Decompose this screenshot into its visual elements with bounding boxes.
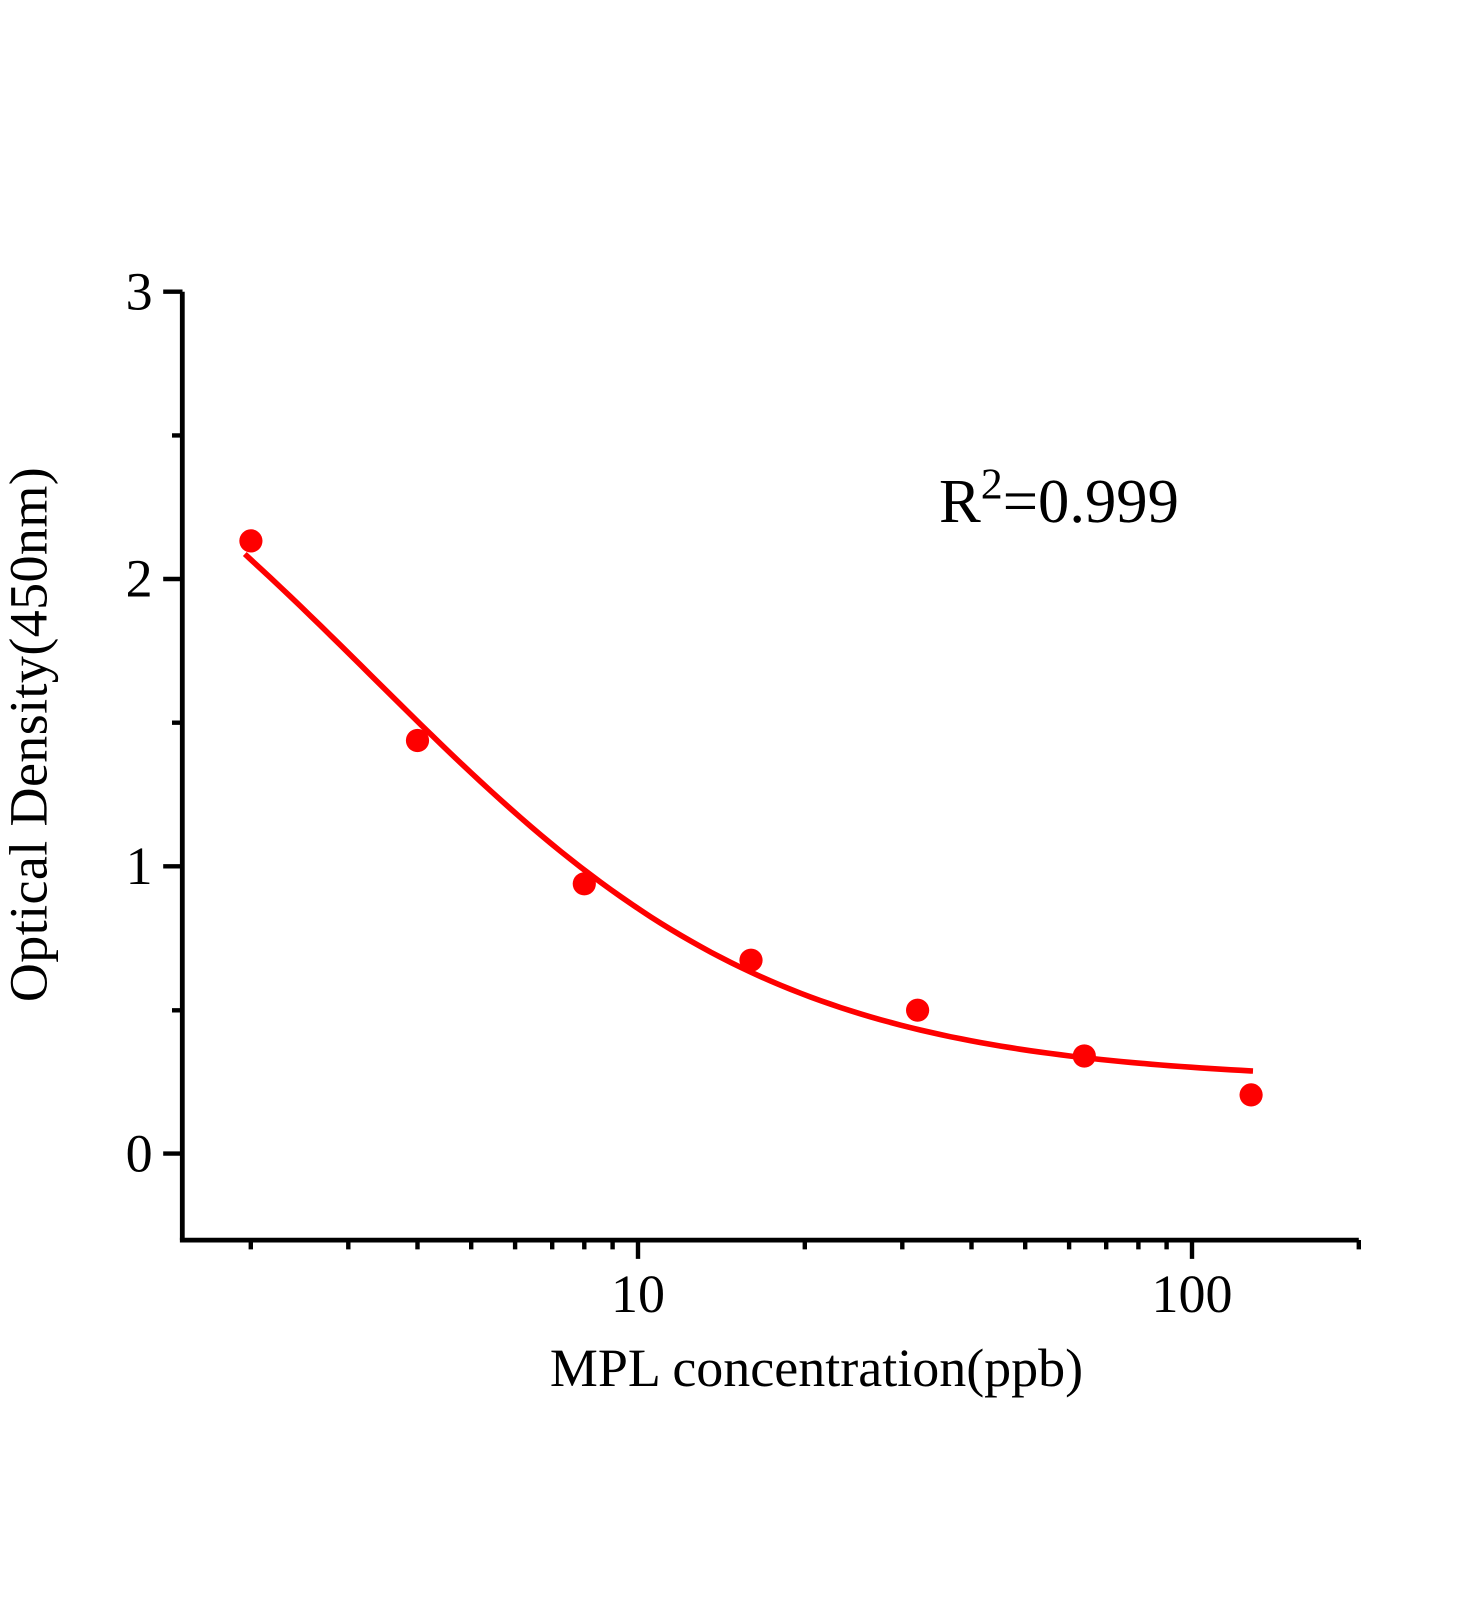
svg-text:2: 2 [126,549,153,609]
svg-text:1: 1 [126,836,153,896]
svg-text:Optical Density(450nm): Optical Density(450nm) [0,467,59,1002]
svg-text:100: 100 [1152,1264,1233,1324]
svg-text:0: 0 [126,1123,153,1183]
svg-text:R2=0.999: R2=0.999 [939,459,1179,536]
svg-text:MPL concentration(ppb): MPL concentration(ppb) [550,1338,1083,1398]
svg-text:10: 10 [611,1264,665,1324]
svg-text:3: 3 [126,261,153,321]
